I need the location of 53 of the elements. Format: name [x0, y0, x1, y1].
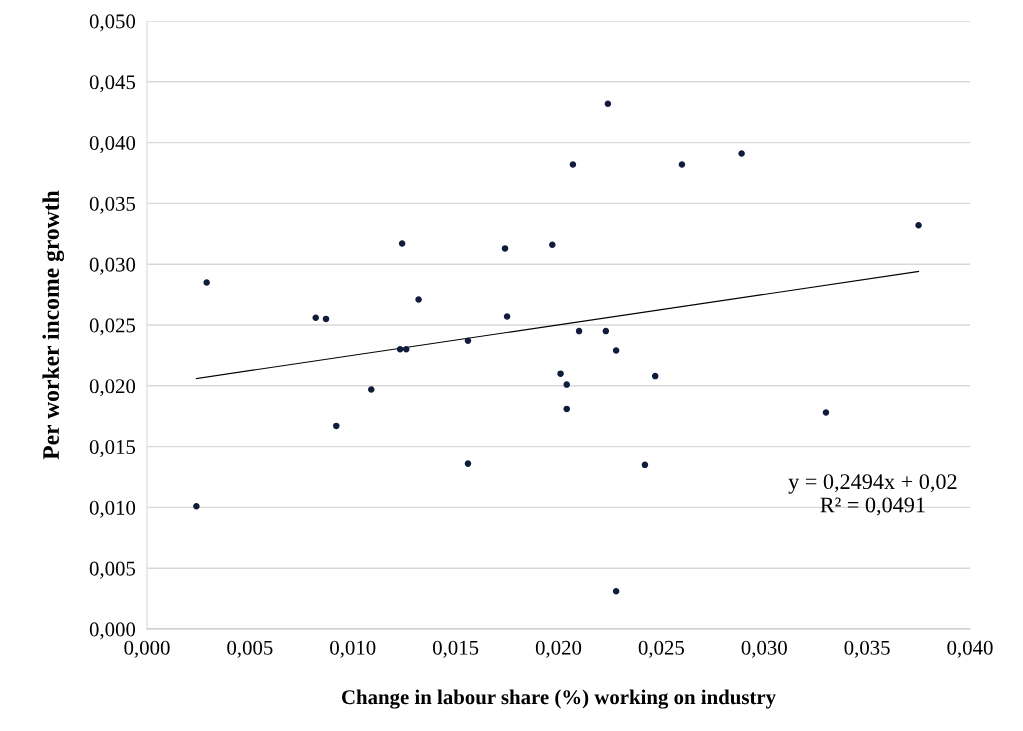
point: [549, 241, 556, 248]
point: [368, 386, 375, 393]
point: [563, 405, 570, 413]
point: [641, 461, 649, 469]
point: [575, 327, 583, 335]
x-tick-label: 0,010: [330, 640, 376, 658]
point: [193, 502, 200, 510]
y-tick-label: 0,040: [89, 135, 136, 154]
point: [602, 327, 610, 335]
y-tick-label: 0,050: [89, 14, 136, 32]
point: [396, 346, 404, 353]
point: [651, 372, 659, 380]
point: [333, 422, 340, 430]
point: [501, 245, 509, 252]
y-tick-label: 0,020: [89, 379, 136, 397]
y-axis-title: Per worker income growth: [42, 190, 65, 460]
y-tick-label: 0,045: [89, 75, 136, 93]
y-tick-label: 0,025: [89, 318, 136, 336]
x-tick-label: 0,000: [124, 640, 170, 658]
y-tick-label: 0,030: [89, 257, 136, 275]
y-tick-label: 0,015: [89, 439, 136, 458]
point: [464, 460, 472, 467]
y-tick-label: 0,000: [89, 622, 136, 640]
point: [503, 313, 511, 320]
point: [322, 315, 330, 323]
annotation: y = 0,2494x + 0,02 R² = 0,0491: [788, 474, 957, 516]
point: [464, 337, 472, 345]
point: [612, 588, 620, 595]
point: [312, 314, 319, 321]
point: [604, 100, 612, 107]
point: [569, 161, 577, 168]
x-tick-label: 0,025: [638, 640, 684, 658]
point: [738, 150, 745, 157]
x-tick-label: 0,020: [535, 640, 582, 658]
point: [415, 296, 422, 303]
point: [398, 240, 406, 247]
x-tick-label: 0,015: [432, 640, 479, 658]
x-axis-title: Change in labour share (%) working on industry: [341, 689, 776, 709]
point: [402, 346, 410, 353]
y-tick-label: 0,005: [89, 561, 136, 579]
point: [915, 222, 922, 229]
point: [612, 347, 620, 354]
x-tick-label: 0,040: [947, 640, 993, 658]
point: [563, 381, 570, 388]
point: [557, 370, 564, 377]
x-tick-label: 0,030: [741, 640, 787, 658]
point: [203, 279, 210, 286]
y-tick-label: 0,010: [89, 500, 136, 518]
point: [678, 161, 686, 168]
y-tick-label: 0,035: [89, 196, 136, 214]
x-tick-label: 0,005: [227, 640, 273, 658]
point: [822, 409, 830, 416]
x-tick-label: 0,035: [844, 640, 890, 658]
